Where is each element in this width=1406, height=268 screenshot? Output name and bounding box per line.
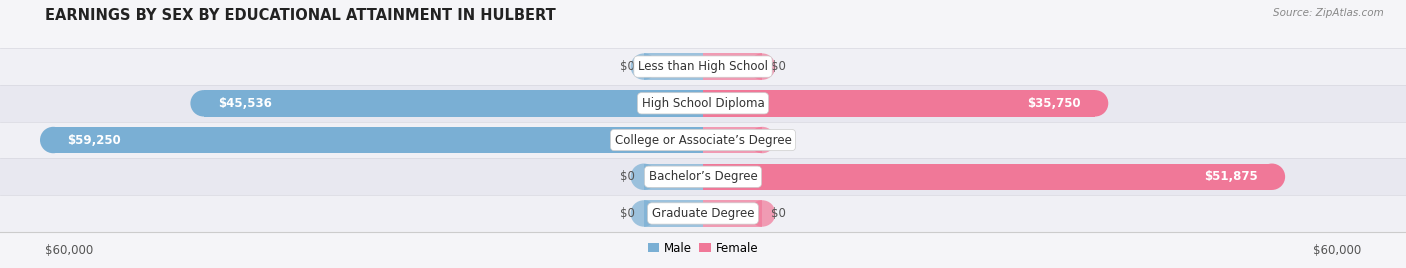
Text: $51,875: $51,875	[1204, 170, 1258, 183]
Text: $0: $0	[620, 170, 636, 183]
Text: EARNINGS BY SEX BY EDUCATIONAL ATTAINMENT IN HULBERT: EARNINGS BY SEX BY EDUCATIONAL ATTAINMEN…	[45, 8, 555, 23]
Text: $60,000: $60,000	[1313, 244, 1361, 257]
Text: Source: ZipAtlas.com: Source: ZipAtlas.com	[1272, 8, 1384, 18]
Text: $0: $0	[770, 60, 786, 73]
Text: Graduate Degree: Graduate Degree	[652, 207, 754, 220]
Text: Less than High School: Less than High School	[638, 60, 768, 73]
Text: High School Diploma: High School Diploma	[641, 97, 765, 110]
Text: College or Associate’s Degree: College or Associate’s Degree	[614, 133, 792, 147]
Text: $35,750: $35,750	[1028, 97, 1081, 110]
Text: $60,000: $60,000	[45, 244, 93, 257]
Legend: Male, Female: Male, Female	[643, 237, 763, 259]
Text: $0: $0	[620, 207, 636, 220]
Text: $45,536: $45,536	[218, 97, 271, 110]
Text: $59,250: $59,250	[67, 133, 121, 147]
Text: Bachelor’s Degree: Bachelor’s Degree	[648, 170, 758, 183]
Text: $0: $0	[770, 207, 786, 220]
Text: $0: $0	[620, 60, 636, 73]
Text: $0: $0	[770, 133, 786, 147]
